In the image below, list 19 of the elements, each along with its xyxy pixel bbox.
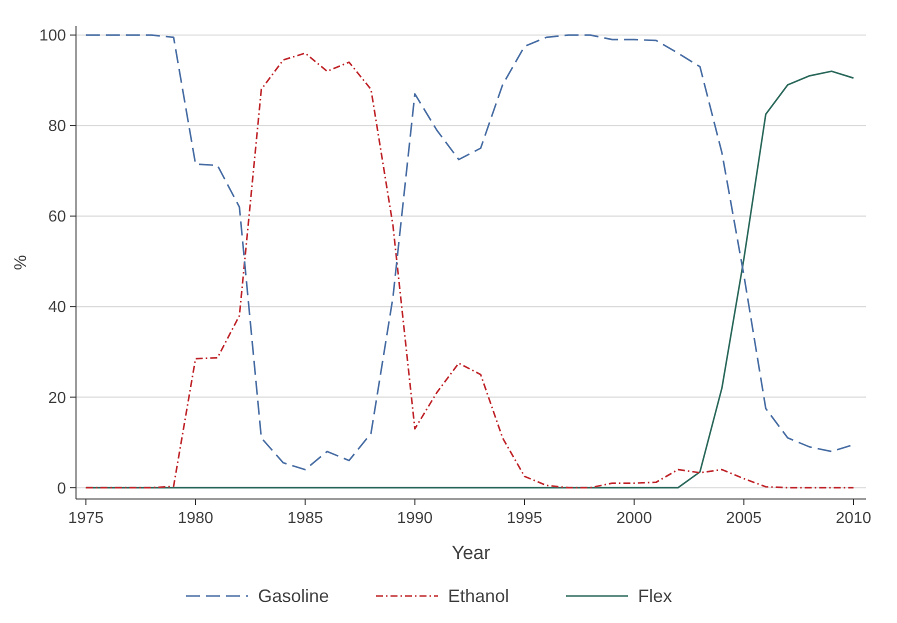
y-axis-title: % xyxy=(11,254,30,270)
x-axis-title: Year xyxy=(452,543,491,564)
x-tick-label: 1975 xyxy=(68,510,104,527)
x-tick-label: 2010 xyxy=(836,510,872,527)
x-tick-label: 1985 xyxy=(287,510,324,527)
y-tick-label: 20 xyxy=(48,390,66,407)
legend-label: Ethanol xyxy=(448,586,510,606)
y-tick-label: 60 xyxy=(48,208,66,226)
y-tick-label: 0 xyxy=(57,480,66,498)
y-tick-label: 40 xyxy=(48,299,66,316)
legend-label: Gasoline xyxy=(258,586,330,606)
y-tick-label: 80 xyxy=(48,118,66,136)
y-tick-label: 100 xyxy=(39,28,66,45)
legend-label: Flex xyxy=(638,586,672,606)
x-tick-label: 1980 xyxy=(178,510,214,527)
x-tick-label: 1990 xyxy=(397,510,433,527)
x-tick-label: 2005 xyxy=(726,510,762,527)
x-tick-label: 2000 xyxy=(616,510,652,527)
x-tick-label: 1995 xyxy=(506,510,542,527)
